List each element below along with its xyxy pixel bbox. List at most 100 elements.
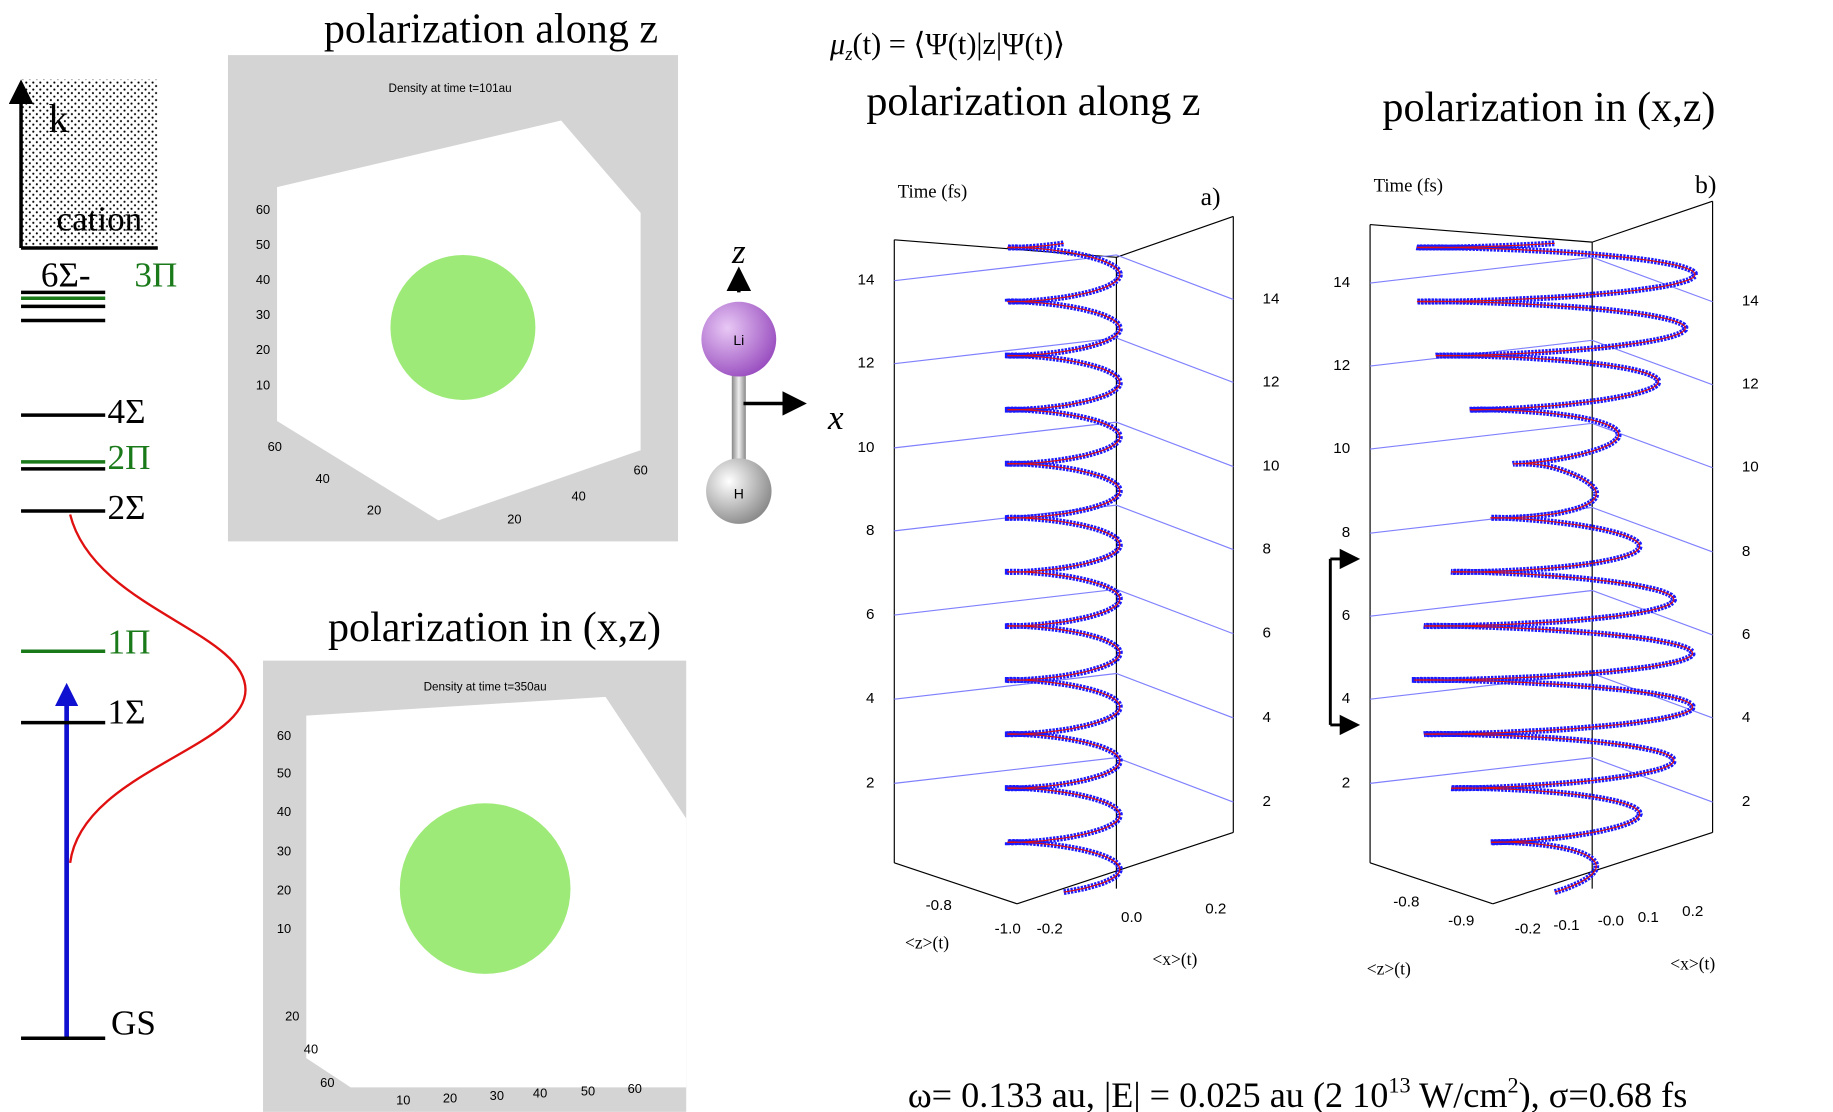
level-label: 6Σ- bbox=[41, 255, 91, 294]
panel-title: polarization in (x,z) bbox=[328, 605, 661, 651]
y-tick-label: 8 bbox=[866, 522, 874, 539]
axis-label: <z>(t) bbox=[1367, 958, 1411, 978]
z-tick-label: -1.0 bbox=[995, 921, 1021, 938]
y-tick-label: 4 bbox=[1742, 709, 1750, 726]
y-tick-label: 2 bbox=[1263, 793, 1271, 810]
y-tick-label: 30 bbox=[277, 844, 291, 859]
plot-title: Density at time t=101au bbox=[389, 82, 512, 95]
y-tick-label: 12 bbox=[1742, 376, 1759, 393]
axis-label: <z>(t) bbox=[905, 933, 949, 953]
x-tick-label: -0.2 bbox=[1037, 921, 1063, 938]
axis-label: z bbox=[731, 232, 746, 271]
x-tick-label: -0.2 bbox=[1515, 921, 1541, 938]
panel-title: polarization along z bbox=[866, 79, 1200, 125]
y-tick-label: 6 bbox=[1263, 625, 1271, 642]
z-tick-label: 30 bbox=[490, 1088, 504, 1103]
z-tick-label: 10 bbox=[396, 1093, 410, 1108]
z-tick-label: 40 bbox=[572, 488, 586, 503]
caption-part: 2 bbox=[1508, 1072, 1519, 1097]
y-tick-label: 20 bbox=[277, 882, 291, 897]
grid-line bbox=[1370, 758, 1713, 802]
panel-label: a) bbox=[1201, 182, 1221, 211]
atom-label: Li bbox=[733, 332, 744, 348]
caption-part: ω= 0.133 au, |E| = 0.025 au (2 10 bbox=[908, 1075, 1389, 1112]
y-tick-label: 8 bbox=[1342, 524, 1350, 541]
frame-line bbox=[1116, 216, 1233, 257]
y-tick-label: 10 bbox=[1263, 458, 1280, 475]
z-tick-label: 60 bbox=[633, 463, 647, 478]
panel-title: polarization along z bbox=[324, 7, 658, 53]
plot-title: Density at time t=350au bbox=[424, 681, 547, 694]
caption-part: ), σ=0.68 fs bbox=[1519, 1075, 1688, 1112]
level-label: 2Π bbox=[108, 438, 151, 477]
x-tick-label: 20 bbox=[285, 1009, 299, 1024]
axis-title: Time (fs) bbox=[898, 181, 967, 202]
y-tick-label: 4 bbox=[866, 690, 874, 707]
z-tick-label: -0.8 bbox=[1393, 894, 1419, 911]
y-tick-label: 8 bbox=[1742, 543, 1750, 560]
grid-line bbox=[1370, 340, 1713, 384]
continuum-label: cation bbox=[57, 199, 143, 238]
frame-line bbox=[1370, 225, 1592, 243]
level-label: 3Π bbox=[134, 255, 177, 294]
y-tick-label: 14 bbox=[1742, 293, 1759, 310]
y-tick-label: 14 bbox=[858, 272, 875, 289]
axis-title: Time (fs) bbox=[1374, 175, 1443, 196]
caption-part: 13 bbox=[1388, 1072, 1410, 1097]
grid-line bbox=[894, 589, 1233, 633]
density-blob bbox=[400, 803, 571, 974]
x-tick-label: 0.2 bbox=[1205, 901, 1226, 918]
formula-part: μ bbox=[829, 27, 845, 61]
caption: ω= 0.133 au, |E| = 0.025 au (2 1013 W/cm… bbox=[908, 1072, 1687, 1112]
z-tick-label: -0.8 bbox=[926, 897, 952, 914]
caption-part: W/cm bbox=[1411, 1075, 1508, 1112]
x-tick-label: 40 bbox=[315, 471, 329, 486]
z-tick-label: 60 bbox=[628, 1081, 642, 1096]
grid-line bbox=[894, 673, 1233, 717]
grid-line bbox=[894, 255, 1233, 299]
y-tick-label: 12 bbox=[1263, 373, 1280, 390]
y-tick-label: 40 bbox=[277, 804, 291, 819]
y-tick-label: 10 bbox=[277, 921, 291, 936]
y-tick-label: 12 bbox=[1333, 357, 1350, 374]
pulse-spectrum bbox=[70, 515, 245, 863]
level-label: 4Σ bbox=[108, 392, 146, 431]
y-tick-label: 50 bbox=[277, 765, 291, 780]
y-tick-label: 2 bbox=[866, 774, 874, 791]
y-tick-label: 14 bbox=[1333, 274, 1350, 291]
y-tick-label: 6 bbox=[1742, 626, 1750, 643]
x-tick-label: 60 bbox=[268, 439, 282, 454]
page: {"energy_levels": {"axis_label": "k", "c… bbox=[0, 0, 1833, 1112]
x-tick-label: -0.1 bbox=[1553, 917, 1579, 934]
atom-label: H bbox=[734, 485, 744, 501]
y-tick-label: 10 bbox=[256, 377, 270, 392]
y-tick-label: 10 bbox=[1742, 459, 1759, 476]
y-tick-label: 2 bbox=[1342, 774, 1350, 791]
level-label: GS bbox=[111, 1004, 156, 1043]
y-tick-label: 6 bbox=[866, 606, 874, 623]
y-tick-label: 60 bbox=[256, 202, 270, 217]
y-tick-label: 4 bbox=[1263, 709, 1271, 726]
z-tick-label: 20 bbox=[443, 1090, 457, 1105]
axis-label: k bbox=[49, 97, 69, 141]
x-tick-label: 0.1 bbox=[1638, 909, 1659, 926]
z-tick-label: 40 bbox=[533, 1086, 547, 1101]
y-tick-label: 10 bbox=[858, 439, 875, 456]
level-label: 2Σ bbox=[108, 488, 146, 527]
y-tick-label: 6 bbox=[1342, 607, 1350, 624]
y-tick-label: 4 bbox=[1342, 690, 1350, 707]
figure: kcation6Σ-3Π4Σ2Π2Σ1Π1ΣGSpolarization alo… bbox=[0, 0, 1833, 1112]
axis-label: <x>(t) bbox=[1670, 954, 1715, 974]
y-tick-label: 40 bbox=[256, 272, 270, 287]
axis-label: <x>(t) bbox=[1152, 949, 1197, 969]
grid-line bbox=[1370, 590, 1713, 634]
panel-label: b) bbox=[1695, 170, 1716, 199]
formula-part: (t) = ⟨Ψ(t)|z|Ψ(t)⟩ bbox=[853, 27, 1066, 61]
formula: μz(t) = ⟨Ψ(t)|z|Ψ(t)⟩ bbox=[829, 27, 1065, 66]
y-tick-label: 20 bbox=[256, 342, 270, 357]
panel-title: polarization in (x,z) bbox=[1382, 85, 1715, 131]
z-tick-label: 20 bbox=[507, 512, 521, 527]
grid-line bbox=[894, 758, 1233, 802]
z-tick-label: -0.9 bbox=[1448, 912, 1474, 929]
level-label: 1Σ bbox=[108, 693, 146, 732]
